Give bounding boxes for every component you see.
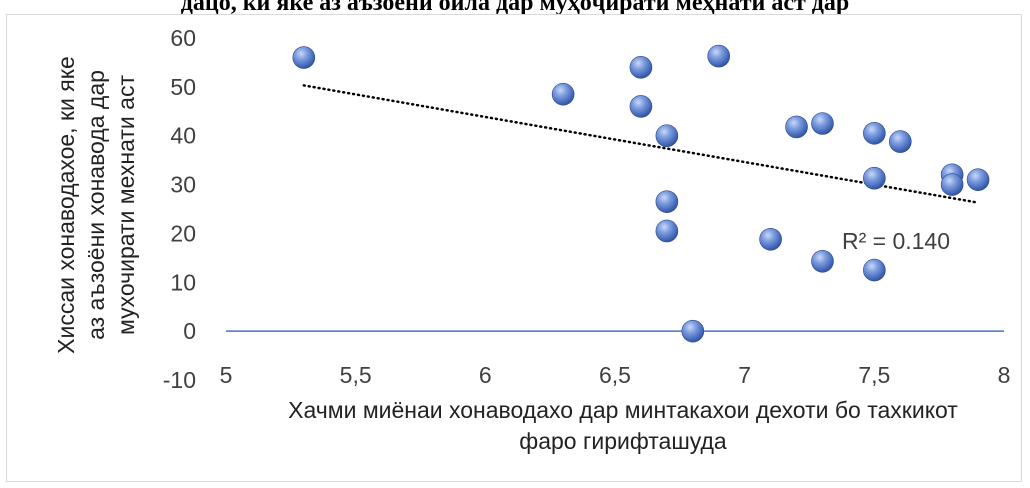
x-axis-title: фаро гирифташуда	[519, 428, 727, 454]
data-point	[811, 112, 834, 135]
data-point	[551, 82, 575, 106]
data-point	[707, 44, 731, 68]
r-squared-label: R² = 0.140	[842, 228, 950, 254]
data-point	[681, 319, 705, 343]
data-point	[292, 46, 316, 69]
data-point	[863, 121, 886, 145]
y-tick-label: 0	[183, 318, 196, 344]
data-point	[629, 95, 653, 118]
x-tick-label: 6,5	[599, 362, 631, 388]
data-point	[655, 124, 679, 148]
data-point	[759, 227, 782, 251]
y-tick-label: 60	[170, 25, 196, 51]
data-point	[966, 168, 990, 191]
data-point	[785, 115, 808, 139]
data-point	[888, 130, 912, 153]
y-tick-label: 20	[170, 220, 196, 246]
y-tick-label: 40	[170, 123, 196, 149]
y-tick-label: 30	[170, 172, 196, 198]
y-tick-label: 50	[170, 74, 196, 100]
data-point	[655, 190, 679, 213]
x-tick-label: 6	[479, 362, 492, 388]
data-point	[811, 249, 834, 273]
page-heading-fragment: дацо, ки яке аз аъзоёни оила дар муҳоҷир…	[180, 0, 850, 16]
y-tick-label: -10	[163, 367, 196, 393]
data-point	[863, 166, 886, 190]
data-point	[629, 56, 653, 79]
x-tick-label: 7	[738, 362, 751, 388]
x-tick-label: 7,5	[858, 362, 890, 388]
x-tick-label: 5	[220, 362, 233, 388]
x-tick-label: 8	[998, 362, 1011, 388]
data-point	[940, 173, 964, 196]
data-point	[655, 219, 679, 243]
y-tick-label: 10	[170, 269, 196, 295]
y-axis-title: аз аъзоёни хонавода дар	[83, 70, 109, 340]
y-axis-title: мухочирати мехнати аст	[113, 75, 139, 335]
x-tick-label: 5,5	[340, 362, 372, 388]
y-axis-title: Хиссаи хонаводахое, ки яке	[53, 56, 79, 354]
x-axis-title: Хачми миёнаи хонаводахо дар минтакахои д…	[288, 397, 958, 423]
data-point	[863, 258, 886, 282]
chart-frame	[6, 14, 1022, 482]
